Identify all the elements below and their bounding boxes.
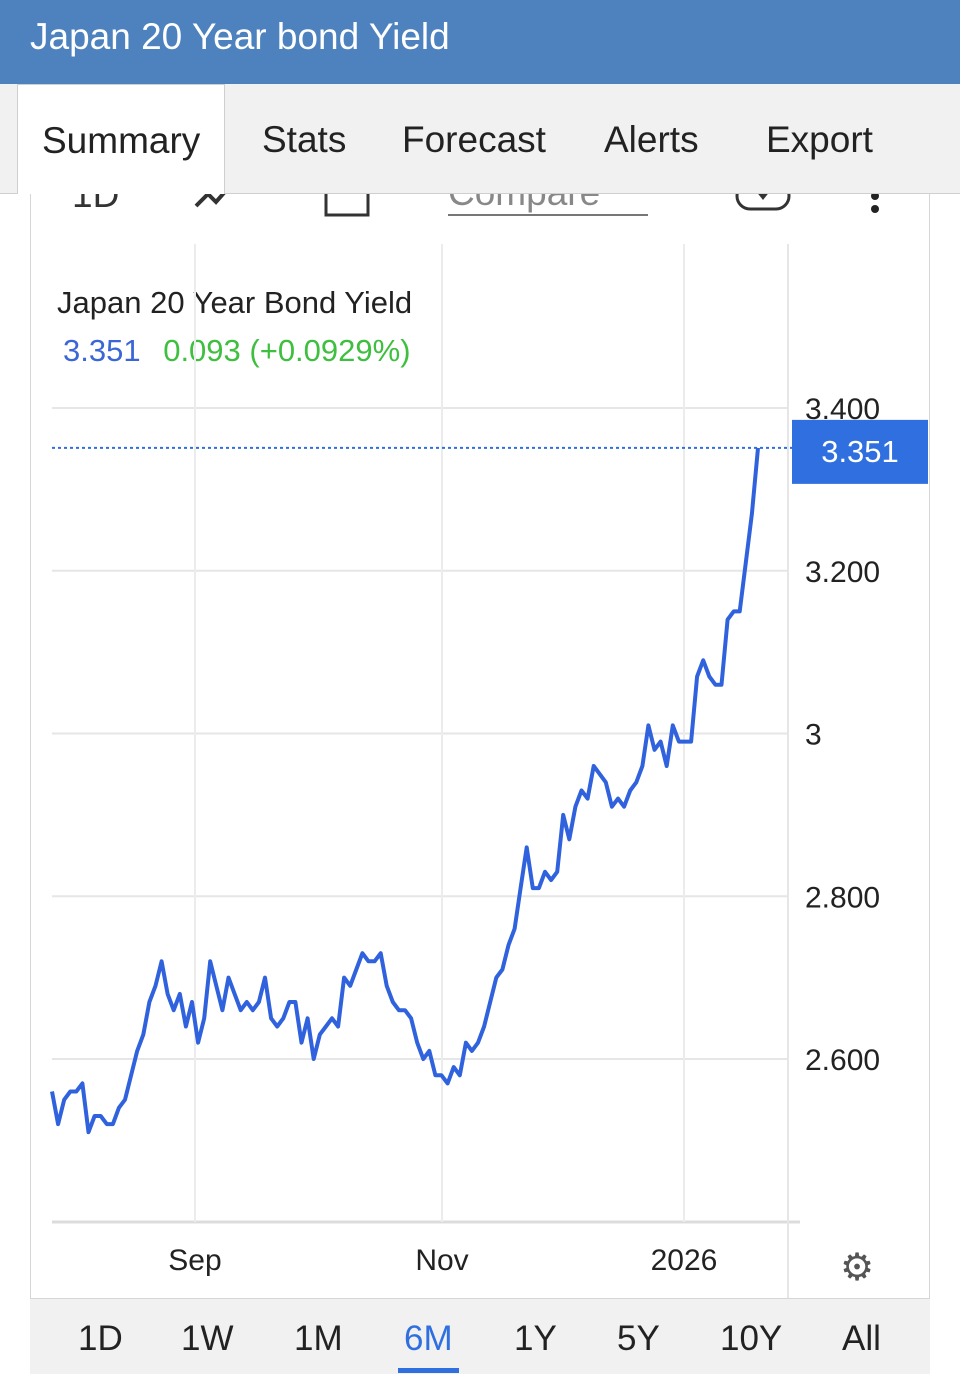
settings-gear-icon[interactable]: ⚙ (840, 1247, 875, 1289)
tab-forecast[interactable]: Forecast (402, 119, 546, 160)
x-tick-label: 2026 (651, 1244, 718, 1277)
series-points (51, 447, 759, 1133)
last-value-badge-label: 3.351 (821, 434, 899, 469)
x-axis-ticks: Sep Nov 2026 (168, 1244, 717, 1277)
download-icon[interactable] (734, 194, 792, 225)
more-icon[interactable] (868, 194, 882, 230)
last-value: 3.351 (63, 333, 141, 368)
y-tick-label: 3 (805, 719, 822, 752)
y-tick-label: 3.200 (805, 556, 880, 589)
page-title: Japan 20 Year bond Yield (30, 16, 450, 57)
range-1y[interactable]: 1Y (514, 1319, 557, 1358)
chart-toolbar: 1D Compare (30, 194, 930, 230)
chart-type-icon[interactable] (192, 194, 236, 221)
range-1m[interactable]: 1M (294, 1319, 343, 1358)
range-selector: 1D 1W 1M 6M 1Y 5Y 10Y All (30, 1298, 930, 1374)
range-all[interactable]: All (842, 1319, 881, 1358)
y-tick-label: 2.800 (805, 881, 880, 914)
y-tick-label: 2.600 (805, 1044, 880, 1077)
chart-panel (30, 194, 930, 1372)
interval-button[interactable]: 1D (72, 194, 120, 215)
tab-bar: Summary Stats Forecast Alerts Export (0, 84, 960, 194)
tab-alerts[interactable]: Alerts (604, 119, 699, 160)
chart-quote: 3.351 0.093 (+0.0929%) (63, 333, 411, 369)
chart-grid (52, 244, 800, 1298)
range-10y[interactable]: 10Y (720, 1319, 783, 1358)
tab-stats[interactable]: Stats (262, 119, 347, 160)
chart-title: Japan 20 Year Bond Yield (57, 285, 413, 320)
last-value-badge-bg (792, 419, 928, 484)
x-tick-label: Sep (168, 1244, 221, 1277)
x-tick-label: Nov (415, 1244, 468, 1277)
last-value-badge: 3.351 (792, 419, 928, 484)
tab-summary[interactable]: Summary (17, 84, 226, 194)
tab-export[interactable]: Export (766, 119, 873, 160)
range-1d[interactable]: 1D (78, 1319, 123, 1358)
range-5y[interactable]: 5Y (617, 1319, 660, 1358)
change-value: 0.093 (+0.0929%) (163, 333, 411, 368)
series-line (50, 447, 760, 1135)
range-1w[interactable]: 1W (181, 1319, 234, 1358)
calendar-icon[interactable] (323, 194, 371, 229)
range-6m[interactable]: 6M (398, 1299, 459, 1375)
compare-input[interactable]: Compare (448, 194, 649, 216)
app-header: Japan 20 Year bond Yield (0, 0, 960, 84)
